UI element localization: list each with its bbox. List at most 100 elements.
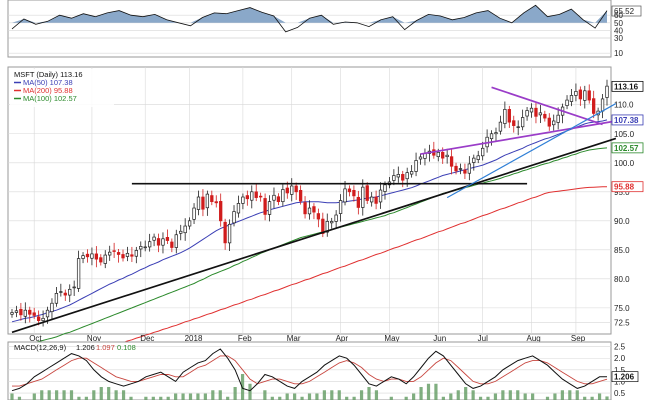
candle-body bbox=[245, 195, 249, 200]
macd-hist-bar bbox=[456, 390, 460, 400]
candle-body bbox=[134, 250, 138, 257]
macd-hist-bar bbox=[531, 393, 535, 400]
candle-body bbox=[103, 254, 107, 264]
macd-hist-bar bbox=[62, 390, 66, 400]
macd-hist-bar bbox=[32, 393, 36, 400]
macd-hist-bar bbox=[300, 396, 304, 400]
candle-body bbox=[520, 117, 525, 128]
candle-body bbox=[449, 156, 454, 167]
macd-hist-bar bbox=[47, 390, 51, 400]
macd-hist-bar bbox=[218, 390, 222, 400]
macd-hist-bar bbox=[129, 396, 133, 400]
candle-body bbox=[161, 238, 165, 246]
candle-body bbox=[36, 316, 41, 321]
candle-body bbox=[503, 109, 507, 124]
x-axis-label: Jun bbox=[433, 334, 446, 343]
candle-body bbox=[196, 196, 201, 210]
rsi-panel-bg bbox=[7, 0, 612, 58]
price-badge-label: 102.57 bbox=[614, 144, 639, 153]
candle-body bbox=[458, 168, 463, 170]
candle-body bbox=[205, 193, 210, 209]
macd-hist-bar bbox=[501, 390, 505, 400]
macd-hist-bar bbox=[508, 390, 512, 400]
candle-body bbox=[418, 156, 423, 160]
candle-body bbox=[405, 172, 409, 180]
candle-body bbox=[587, 90, 591, 101]
macd-hist-bar bbox=[322, 390, 326, 400]
x-axis-label: Aug bbox=[527, 334, 541, 343]
candle-body bbox=[343, 188, 347, 203]
macd-hist-bar bbox=[478, 396, 483, 400]
candle-body bbox=[392, 175, 396, 181]
macd-hist-bar bbox=[92, 390, 96, 400]
x-axis-label: Nov bbox=[87, 334, 101, 343]
macd-hist-bar bbox=[263, 390, 267, 400]
price-tick-label: 75.0 bbox=[614, 304, 630, 313]
candle-body bbox=[236, 203, 241, 214]
price-tick-label: 90.0 bbox=[614, 217, 630, 226]
macd-hist-bar bbox=[121, 390, 126, 400]
macd-hist-bar bbox=[107, 387, 111, 400]
candle-body bbox=[45, 309, 50, 318]
macd-hist-bar bbox=[605, 396, 609, 400]
price-tick-label: 105.0 bbox=[614, 130, 635, 139]
candle-body bbox=[130, 254, 134, 257]
candle-body bbox=[19, 308, 23, 316]
x-axis-label: Sep bbox=[571, 334, 586, 343]
x-axis-label: Mar bbox=[287, 334, 301, 343]
macd-legend-hist: 0.108 bbox=[117, 343, 136, 352]
macd-hist-bar bbox=[55, 390, 59, 400]
candle-body bbox=[276, 196, 281, 203]
rsi-tick-label: 40 bbox=[614, 26, 623, 35]
macd-histogram bbox=[10, 374, 609, 400]
x-axis-label: Feb bbox=[238, 334, 252, 343]
x-axis-label: Jul bbox=[478, 334, 488, 343]
macd-hist-bar bbox=[404, 396, 408, 400]
macd-hist-bar bbox=[84, 396, 88, 400]
macd-hist-bar bbox=[278, 396, 282, 400]
price-panel: 110.0105.0100.095.090.085.080.075.072.5 … bbox=[7, 66, 644, 375]
candle-body bbox=[54, 293, 59, 304]
macd-hist-bar bbox=[568, 390, 572, 400]
macd-hist-bar bbox=[337, 390, 341, 400]
price-badge-label: 107.38 bbox=[614, 116, 639, 125]
macd-legend-macd: 1.206 bbox=[76, 343, 95, 352]
macd-hist-bar bbox=[174, 393, 178, 400]
price-tick-label: 80.0 bbox=[614, 275, 630, 284]
candle-body bbox=[472, 157, 476, 163]
macd-hist-bar bbox=[270, 396, 274, 400]
macd-hist-bar bbox=[40, 390, 44, 400]
macd-signal-line bbox=[12, 355, 608, 387]
price-tick-label: 110.0 bbox=[614, 101, 634, 110]
macd-tick-label: 1.5 bbox=[614, 366, 626, 375]
candle-body bbox=[147, 241, 152, 248]
candle-body bbox=[156, 238, 161, 246]
macd-tick-label: 2.0 bbox=[614, 354, 626, 363]
candle-body bbox=[263, 198, 267, 215]
price-tick-label: 85.0 bbox=[614, 246, 630, 255]
macd-hist-bar bbox=[10, 393, 14, 400]
candle-body bbox=[210, 195, 214, 203]
candle-body bbox=[294, 185, 298, 193]
candle-body bbox=[512, 120, 516, 126]
macd-hist-bar bbox=[412, 393, 416, 400]
candle-body bbox=[578, 89, 583, 100]
candle-body bbox=[214, 201, 218, 204]
macd-hist-bar bbox=[285, 393, 289, 400]
legend-ma50: MA(50) 107.38 bbox=[23, 78, 73, 87]
candle-body bbox=[143, 246, 147, 249]
candle-body bbox=[10, 312, 14, 315]
candle-body bbox=[338, 200, 343, 214]
lower-wedge-line bbox=[420, 120, 617, 155]
candle-body bbox=[414, 160, 418, 172]
legend-ma100: MA(100) 102.57 bbox=[23, 94, 77, 103]
macd-hist-bar bbox=[315, 393, 319, 400]
price-badge-label: 113.16 bbox=[614, 82, 639, 91]
price-candles bbox=[10, 79, 609, 327]
candle-body bbox=[556, 114, 560, 123]
price-tick-label: 100.0 bbox=[614, 159, 635, 168]
macd-hist-bar bbox=[196, 393, 200, 400]
price-legend: MSFT (Daily) 113.16 MA(50) 107.38 MA(200… bbox=[10, 69, 114, 107]
